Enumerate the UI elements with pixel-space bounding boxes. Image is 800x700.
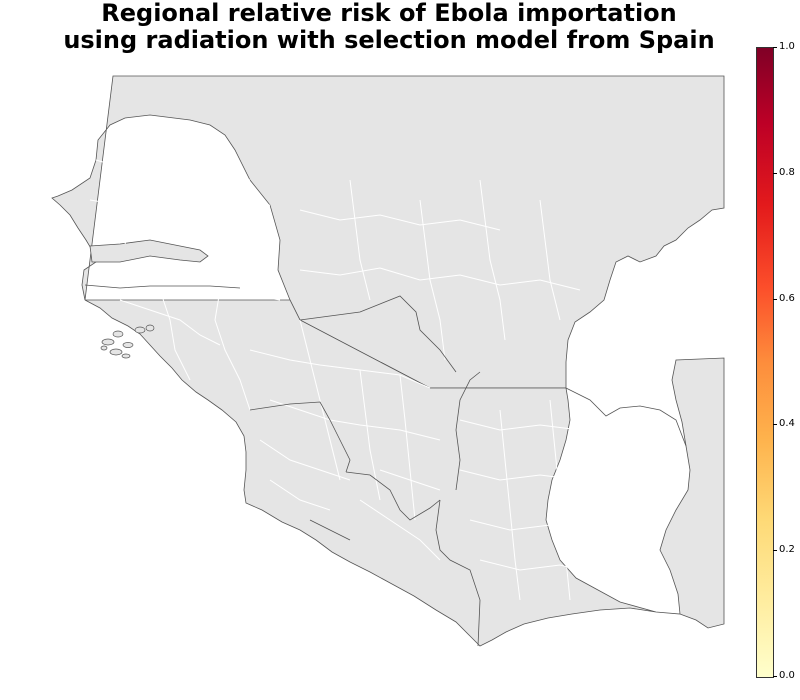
country-borders	[84, 284, 687, 647]
colorbar-tick	[773, 298, 777, 300]
colorbar-tick-label: 0.2	[779, 544, 795, 556]
regional-borders	[89, 159, 661, 601]
colorbar-tick	[773, 424, 777, 426]
colorbar-tick-label: 0.4	[779, 418, 795, 430]
colorbar-tick	[773, 550, 777, 552]
islands	[100, 324, 155, 359]
title-line-2: using radiation with selection model fro…	[63, 26, 715, 54]
colorbar-tick-label: 1.0	[779, 41, 795, 52]
colorbar-tick	[773, 172, 777, 174]
colorbar-tick-label: 0.6	[779, 292, 795, 304]
colorbar-tick-label: 0.0	[779, 670, 795, 681]
colorbar-tick	[773, 676, 777, 677]
gambia	[89, 239, 209, 263]
map-title: Regional relative risk of Ebola importat…	[0, 0, 778, 54]
colorbar-tick-label: 0.8	[779, 166, 795, 178]
title-line-1: Regional relative risk of Ebola importat…	[101, 0, 677, 27]
colorbar	[756, 47, 774, 678]
colorbar-tick	[773, 47, 777, 48]
coastal-countries	[84, 299, 725, 647]
